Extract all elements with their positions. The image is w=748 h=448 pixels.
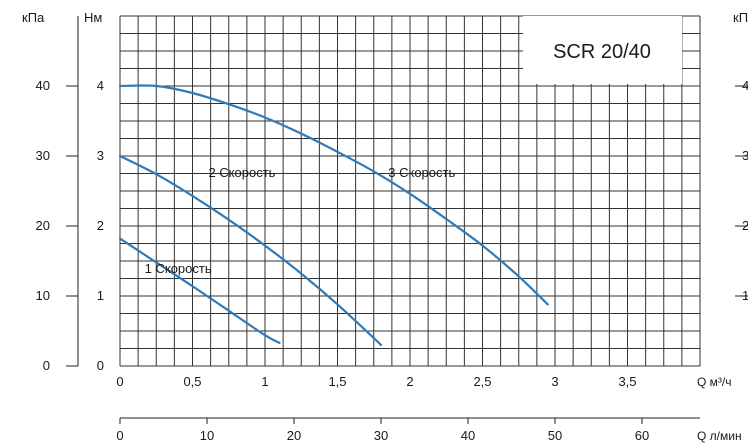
- y-unit-kpa: кПа: [22, 10, 45, 25]
- grid: [119, 15, 701, 367]
- y-tick-label-nm: 1: [97, 288, 104, 303]
- y-tick-label-right: 2: [742, 218, 748, 233]
- x2-tick-label: 10: [200, 428, 214, 443]
- x2-tick-label: 30: [374, 428, 388, 443]
- x2-tick-label: 0: [116, 428, 123, 443]
- series-line-2: [118, 154, 383, 347]
- x2-tick-label: 50: [548, 428, 562, 443]
- y-tick-label-right: 4: [742, 78, 748, 93]
- y-tick-label-nm: 0: [97, 358, 104, 373]
- x-axis-label: Q м³/ч: [697, 375, 732, 389]
- y-tick-label-kpa: 30: [36, 148, 50, 163]
- series-line-3: [118, 84, 549, 306]
- x2-tick-label: 60: [635, 428, 649, 443]
- x-tick-label: 1: [261, 374, 268, 389]
- y-unit-nm: Нм: [84, 10, 102, 25]
- title-box: SCR 20/40: [523, 16, 682, 84]
- x-tick-label: 1,5: [328, 374, 346, 389]
- y-tick-label-kpa: 40: [36, 78, 50, 93]
- series-label-2: 2 Скорость: [208, 165, 275, 180]
- y-tick-label-kpa: 20: [36, 218, 50, 233]
- x-tick-label: 0: [116, 374, 123, 389]
- y-tick-label-nm: 3: [97, 148, 104, 163]
- y-tick-label-nm: 4: [97, 78, 104, 93]
- y-unit-right: кПа: [733, 10, 748, 25]
- curves: 1 Скорость 2 Скорость 3 Скорость: [118, 84, 549, 347]
- x2-tick-label: 20: [287, 428, 301, 443]
- x-tick-label: 3,5: [618, 374, 636, 389]
- series-label-1: 1 Скорость: [145, 261, 212, 276]
- x-tick-label: 0,5: [183, 374, 201, 389]
- y-tick-label-nm: 2: [97, 218, 104, 233]
- y-tick-label-right: 1: [742, 288, 748, 303]
- series-label-3: 3 Скорость: [388, 165, 455, 180]
- x2-tick-label: 40: [461, 428, 475, 443]
- chart-title: SCR 20/40: [553, 41, 651, 63]
- y-tick-label-kpa: 0: [43, 358, 50, 373]
- x-tick-label: 2,5: [473, 374, 491, 389]
- y-tick-label-right: 3: [742, 148, 748, 163]
- x-tick-label: 3: [551, 374, 558, 389]
- x-tick-label: 2: [406, 374, 413, 389]
- series-line-1: [118, 237, 281, 344]
- labels: кПа Нм кПа Q м³/ч Q л/мин: [22, 10, 748, 443]
- y-tick-label-kpa: 10: [36, 288, 50, 303]
- x2-axis-label: Q л/мин: [697, 429, 742, 443]
